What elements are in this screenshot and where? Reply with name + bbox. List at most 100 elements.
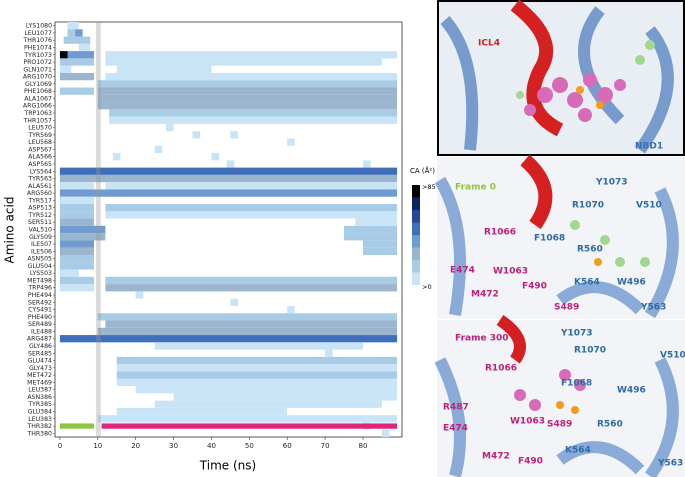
mol-label: Y1073	[595, 178, 628, 188]
mol-label: V510	[660, 351, 685, 361]
heat-cell	[59, 240, 95, 248]
heat-cell	[109, 109, 398, 117]
ligand	[514, 369, 586, 414]
phase-bar	[59, 423, 95, 429]
heat-cell	[59, 182, 95, 190]
x-axis-title: Time (ns)	[199, 459, 256, 473]
heat-cell	[97, 80, 398, 88]
colorbar-label: >0	[422, 283, 432, 291]
y-tick-label: ALA1067	[24, 95, 52, 102]
y-tick-label: PRO1072	[23, 59, 52, 66]
panel-frame-0: Frame 0 Y1073 R1070 V510 R1066 F1068 R56…	[434, 154, 685, 319]
y-tick-label: GLY509	[29, 234, 52, 241]
x-tick-label: 40	[207, 442, 216, 450]
y-tick-label: ILE488	[31, 328, 52, 335]
y-tick-label: ASP565	[28, 161, 52, 168]
y-tick-label: GLU504	[28, 263, 52, 270]
mol-label: Frame 0	[455, 183, 496, 193]
heat-cell	[362, 240, 398, 248]
y-tick-label: LYS564	[30, 168, 52, 175]
heat-cell	[105, 182, 398, 190]
heat-cell	[105, 284, 398, 292]
heat-cell	[67, 29, 76, 37]
colorbar-swatch	[412, 272, 420, 285]
heat-cell	[59, 196, 95, 205]
phase-bar	[101, 423, 398, 429]
x-tick-label: 60	[283, 442, 292, 450]
heat-cell	[59, 204, 95, 212]
heat-cell	[173, 393, 398, 401]
heat-cell	[59, 284, 95, 292]
panel-frame-300: Frame 300 Y1073 R1070 V510 R1066 F1068 W…	[434, 315, 685, 477]
mol-label: NBD1	[635, 142, 663, 152]
heat-cell	[59, 269, 79, 277]
colorbar-swatch	[412, 247, 420, 260]
y-axis-title: Amino acid	[3, 197, 17, 264]
helix	[510, 0, 564, 137]
heat-cell	[105, 204, 398, 212]
heat-cell	[116, 356, 398, 365]
y-tick-label: GLN1071	[23, 66, 52, 73]
mol-label: W1063	[510, 417, 545, 427]
heat-cell	[105, 72, 398, 81]
x-tick-label: 70	[321, 442, 330, 450]
y-tick-label: MET498	[27, 277, 52, 284]
mol-label: M472	[482, 452, 510, 462]
y-tick-label: THR382	[26, 423, 52, 430]
colorbar-title: CA (Å²)	[410, 166, 435, 175]
heat-cell	[97, 94, 398, 103]
mol-label: S489	[547, 420, 572, 430]
panel-icl4: ICL4 NBD1	[437, 0, 685, 156]
y-tick-label: ARG1070	[23, 74, 52, 81]
y-tick-label: LYS1080	[26, 23, 52, 30]
heat-cell	[59, 72, 95, 81]
mol-label: R1066	[485, 364, 517, 374]
x-tick-label: 30	[169, 442, 178, 450]
y-tick-label: CYS491	[28, 307, 52, 314]
y-tick-label: SER492	[28, 299, 52, 306]
heat-cell	[59, 87, 95, 95]
heat-cell	[230, 131, 238, 139]
heat-cell	[154, 145, 163, 154]
mol-label: E474	[443, 424, 468, 434]
ligand-cluster	[516, 40, 655, 122]
heat-cell	[59, 254, 95, 263]
heat-cell	[67, 22, 79, 30]
colorbar-label: >85	[422, 183, 436, 191]
y-tick-label: TYR512	[27, 212, 52, 219]
y-tick-label: GLU384	[28, 409, 52, 416]
heat-cell	[105, 58, 382, 66]
heat-cell	[116, 364, 398, 372]
heat-cell	[325, 349, 333, 357]
y-tick-label: ALA566	[28, 154, 52, 161]
colorbar-swatch	[412, 197, 420, 210]
heat-cell	[59, 335, 398, 343]
mol-label: V510	[636, 201, 662, 211]
mol-label: Y1073	[560, 329, 593, 339]
heat-cell	[59, 247, 95, 255]
mol-label: Frame 300	[455, 334, 509, 344]
mol-label: W496	[617, 278, 646, 288]
heat-cell	[105, 320, 398, 328]
heat-cell	[344, 233, 398, 241]
y-tick-label: ASN386	[27, 394, 52, 401]
mol-label: Y563	[640, 303, 666, 313]
y-tick-label: GLY473	[29, 365, 52, 372]
mol-label: F1068	[534, 234, 565, 244]
ribbon	[434, 357, 679, 477]
heat-cell	[154, 342, 363, 350]
heat-cell	[344, 225, 398, 234]
heat-cell	[59, 58, 95, 66]
y-tick-label: ASP567	[28, 146, 52, 153]
heat-cell	[154, 400, 382, 408]
heat-cell	[211, 153, 220, 161]
heat-cell	[78, 43, 91, 52]
y-tick-label: GLY1069	[25, 81, 52, 88]
y-tick-label: VAL510	[29, 227, 52, 234]
heat-cell	[59, 167, 398, 175]
heat-cell	[59, 233, 106, 241]
mol-label: W496	[617, 386, 646, 396]
y-tick-label: ARG1066	[23, 103, 52, 110]
mol-label: E474	[450, 266, 475, 276]
